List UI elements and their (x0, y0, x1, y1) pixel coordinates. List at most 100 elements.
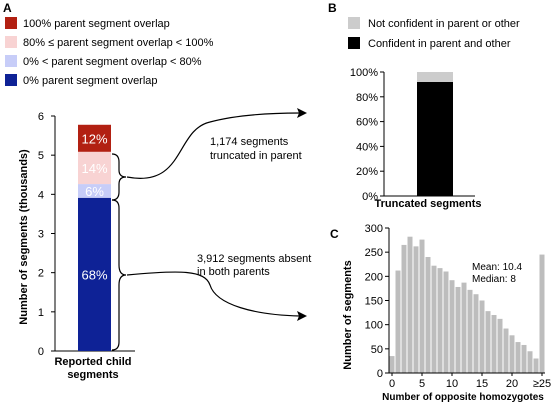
bar-label-a-2: 14% (81, 161, 107, 176)
y-axis-a: 0 1 2 3 4 5 6 (38, 111, 135, 358)
hist-bar-24 (533, 358, 539, 373)
y-tick-label-c-6: 300 (365, 223, 383, 235)
y-tick-label-a-1: 1 (38, 307, 44, 319)
hist-bar-16 (485, 311, 491, 373)
y-tick-label-b-1: 20% (356, 166, 378, 178)
arrowhead-absent (297, 311, 307, 321)
legend-label-b-1: Confident in parent and other (368, 38, 511, 50)
hist-bar-8 (437, 268, 443, 373)
hist-bar-5 (419, 239, 425, 373)
annotation-truncated-line1: 1,174 segments (210, 136, 289, 148)
stat-median: Median: 8 (472, 274, 516, 285)
y-tick-label-c-0: 0 (377, 368, 383, 380)
stacked-bar-a: 68% 6% 14% 12% (78, 124, 111, 351)
legend-swatch-a-3 (5, 74, 17, 86)
legend-swatch-a-2 (5, 55, 17, 67)
category-label-line1-a: Reported child (54, 356, 131, 368)
annotation-absent-line2: in both parents (197, 266, 270, 278)
y-tick-label-c-1: 50 (371, 344, 383, 356)
hist-bar-10 (449, 280, 455, 373)
hist-bar-12 (461, 282, 467, 373)
y-tick-label-a-5: 5 (38, 150, 44, 162)
arrow-truncated (126, 112, 301, 179)
y-tick-label-b-0: 0% (362, 191, 378, 203)
y-tick-label-a-4: 4 (38, 189, 44, 201)
hist-bar-23 (527, 351, 533, 373)
hist-bar-9 (443, 271, 449, 373)
x-tick-label-c-5: ≥25 (533, 378, 551, 390)
hist-bar-3 (407, 236, 413, 373)
x-tick-label-c-1: 5 (419, 378, 425, 390)
y-tick-label-b-4: 80% (356, 92, 378, 104)
hist-bar-22 (521, 344, 527, 373)
brace-truncated (111, 153, 127, 201)
panel-label-a: A (3, 1, 12, 15)
panel-label-b: B (328, 1, 337, 15)
annotation-absent-line1: 3,912 segments absent (197, 253, 311, 265)
arrowhead-truncated (297, 108, 307, 118)
legend-label-a-3: 0% parent segment overlap (23, 75, 158, 87)
bar-label-a-1: 6% (85, 184, 104, 199)
y-tick-label-b-2: 40% (356, 141, 378, 153)
hist-bar-25 (539, 254, 545, 373)
legend-b: Not confident in parent or other Confiden… (348, 17, 520, 50)
hist-bar-2 (401, 244, 407, 373)
hist-bar-14 (473, 294, 479, 373)
legend-swatch-b-1 (348, 37, 360, 49)
category-label-line2-a: segments (67, 369, 118, 381)
y-tick-label-c-3: 150 (365, 296, 383, 308)
x-tick-label-c-2: 10 (446, 378, 458, 390)
legend-swatch-a-0 (5, 17, 17, 29)
x-axis-label-c: Number of opposite homozygotes (382, 392, 544, 403)
bar-segment-a-14 (78, 151, 111, 185)
y-tick-label-c-5: 250 (365, 247, 383, 259)
y-tick-label-a-0: 0 (38, 346, 44, 358)
hist-bar-19 (503, 328, 509, 373)
y-axis-b: 0% 20% 40% 60% 80% 100% (350, 67, 475, 203)
hist-bar-1 (395, 270, 401, 373)
bar-segment-a-12 (78, 124, 111, 152)
hist-bar-7 (431, 265, 437, 373)
x-tick-label-c-4: 20 (506, 378, 518, 390)
y-tick-label-a-2: 2 (38, 268, 44, 280)
x-tick-label-c-0: 0 (389, 378, 395, 390)
x-tick-label-c-3: 15 (476, 378, 488, 390)
bar-label-a-0: 68% (81, 267, 107, 282)
stacked-bar-b (417, 72, 453, 196)
legend-swatch-b-0 (348, 17, 360, 29)
y-tick-label-a-6: 6 (38, 111, 44, 123)
bar-segment-a-6 (78, 184, 111, 198)
histogram-c (389, 236, 545, 373)
hist-bar-17 (491, 315, 497, 373)
bar-segment-a-68 (78, 197, 111, 351)
legend-label-b-0: Not confident in parent or other (368, 18, 520, 30)
y-tick-label-b-3: 60% (356, 117, 378, 129)
legend-a: 100% parent segment overlap 80% ≤ parent … (5, 17, 214, 87)
panel-label-c: C (330, 227, 339, 241)
stat-mean: Mean: 10.4 (472, 262, 522, 273)
bar-label-a-3: 12% (81, 131, 107, 146)
hist-bar-18 (497, 318, 503, 373)
brace-absent (111, 199, 127, 351)
hist-bar-13 (467, 289, 473, 373)
annotation-truncated-line2: truncated in parent (210, 150, 302, 162)
category-label-b: Truncated segments (375, 198, 482, 210)
hist-bar-4 (413, 246, 419, 373)
hist-bar-21 (515, 342, 521, 373)
hist-bar-0 (389, 356, 395, 373)
y-tick-label-c-4: 200 (365, 271, 383, 283)
bar-segment-b-not-confident-in-parent-or-other (417, 72, 453, 82)
y-tick-label-a-3: 3 (38, 229, 44, 241)
hist-bar-15 (479, 300, 485, 373)
hist-bar-20 (509, 335, 515, 373)
x-axis-c: 0 5 10 15 20 ≥25 (389, 372, 551, 390)
hist-bar-11 (455, 286, 461, 373)
y-tick-label-b-5: 100% (350, 67, 378, 79)
y-axis-label-c: Number of segments (342, 260, 354, 369)
hist-bar-6 (425, 257, 431, 373)
y-tick-label-c-2: 100 (365, 320, 383, 332)
legend-label-a-2: 0% < parent segment overlap < 80% (23, 56, 202, 68)
legend-label-a-1: 80% ≤ parent segment overlap < 100% (23, 37, 214, 49)
legend-label-a-0: 100% parent segment overlap (23, 18, 170, 30)
y-axis-c: 0 50 100 150 200 250 300 (365, 223, 390, 380)
